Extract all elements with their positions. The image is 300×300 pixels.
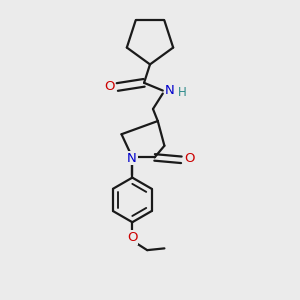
Text: N: N [127, 152, 137, 164]
Text: H: H [178, 85, 187, 98]
Text: O: O [104, 80, 115, 93]
Text: O: O [184, 152, 194, 165]
Text: N: N [165, 84, 174, 97]
Text: O: O [127, 231, 138, 244]
